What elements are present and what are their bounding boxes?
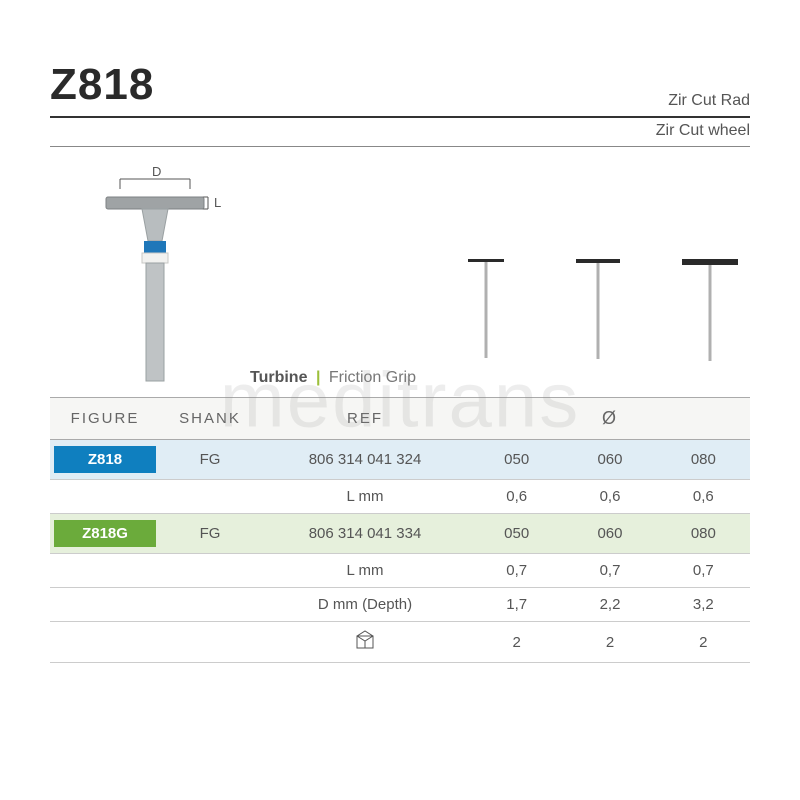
cell-value: 060 bbox=[563, 514, 656, 554]
cell-shank: FG bbox=[160, 440, 260, 480]
cell-value: 2,2 bbox=[563, 588, 656, 622]
spec-table: FIGURE SHANK REF Ø Z818FG806 314 041 324… bbox=[50, 397, 750, 663]
cell-shank bbox=[160, 480, 260, 514]
size-icon-svg bbox=[468, 259, 504, 358]
cell-value: 3,2 bbox=[657, 588, 750, 622]
header-row-2: Zir Cut wheel bbox=[50, 118, 750, 147]
size-icon bbox=[568, 259, 628, 361]
cell-value: 060 bbox=[563, 440, 656, 480]
cell-value: 1,7 bbox=[470, 588, 563, 622]
cell-value: 2 bbox=[563, 622, 656, 663]
table-row: 222 bbox=[50, 622, 750, 663]
turbine-label: Turbine | Friction Grip bbox=[250, 369, 416, 387]
table-row: L mm0,60,60,6 bbox=[50, 480, 750, 514]
cell-value: 080 bbox=[657, 514, 750, 554]
cell-shank bbox=[160, 588, 260, 622]
cell-value: 0,6 bbox=[657, 480, 750, 514]
bur-diagram: D L bbox=[80, 167, 250, 387]
cell-value: 050 bbox=[470, 440, 563, 480]
turbine-sep: | bbox=[312, 369, 324, 386]
cell-figure bbox=[50, 622, 160, 663]
cell-value: 050 bbox=[470, 514, 563, 554]
cell-figure bbox=[50, 588, 160, 622]
cell-ref: L mm bbox=[260, 480, 470, 514]
cell-figure bbox=[50, 480, 160, 514]
cell-value: 0,7 bbox=[470, 554, 563, 588]
cell-ref: D mm (Depth) bbox=[260, 588, 470, 622]
col-figure: FIGURE bbox=[50, 398, 160, 440]
cell-value: 0,6 bbox=[563, 480, 656, 514]
cell-value: 0,6 bbox=[470, 480, 563, 514]
package-icon bbox=[354, 630, 376, 654]
header-row: Z818 Zir Cut Rad bbox=[50, 60, 750, 118]
turbine-text: Friction Grip bbox=[329, 369, 416, 386]
cell-figure: Z818G bbox=[50, 514, 160, 554]
size-icons bbox=[456, 259, 750, 361]
size-icon bbox=[680, 259, 740, 361]
cell-ref bbox=[260, 622, 470, 663]
table-row: L mm0,70,70,7 bbox=[50, 554, 750, 588]
figure-badge: Z818 bbox=[54, 446, 156, 473]
figure-badge: Z818G bbox=[54, 520, 156, 547]
cell-ref: L mm bbox=[260, 554, 470, 588]
l-label: L bbox=[214, 195, 221, 210]
cell-shank: FG bbox=[160, 514, 260, 554]
col-ref: REF bbox=[260, 398, 470, 440]
page-title: Z818 bbox=[50, 60, 154, 110]
col-diameter: Ø bbox=[470, 398, 750, 440]
size-icon-svg bbox=[576, 259, 620, 359]
cell-shank bbox=[160, 554, 260, 588]
cell-ref: 806 314 041 324 bbox=[260, 440, 470, 480]
col-shank: SHANK bbox=[160, 398, 260, 440]
table-row: D mm (Depth)1,72,23,2 bbox=[50, 588, 750, 622]
size-icon-svg bbox=[682, 259, 738, 361]
d-label: D bbox=[152, 167, 161, 179]
table-body: Z818FG806 314 041 324050060080L mm0,60,6… bbox=[50, 440, 750, 663]
size-icon bbox=[456, 259, 516, 361]
subtitle-2: Zir Cut wheel bbox=[656, 122, 750, 140]
cell-value: 0,7 bbox=[563, 554, 656, 588]
cell-shank bbox=[160, 622, 260, 663]
diagram-area: D L Turbine | Friction Grip bbox=[50, 167, 750, 397]
turbine-bold: Turbine bbox=[250, 369, 307, 386]
cell-value: 2 bbox=[470, 622, 563, 663]
subtitle-block: Zir Cut Rad bbox=[668, 92, 750, 110]
cell-figure bbox=[50, 554, 160, 588]
cell-value: 0,7 bbox=[657, 554, 750, 588]
subtitle-1: Zir Cut Rad bbox=[668, 92, 750, 110]
cell-value: 080 bbox=[657, 440, 750, 480]
cell-value: 2 bbox=[657, 622, 750, 663]
cell-figure: Z818 bbox=[50, 440, 160, 480]
table-row: Z818GFG806 314 041 334050060080 bbox=[50, 514, 750, 554]
cell-ref: 806 314 041 334 bbox=[260, 514, 470, 554]
table-row: Z818FG806 314 041 324050060080 bbox=[50, 440, 750, 480]
table-header-row: FIGURE SHANK REF Ø bbox=[50, 398, 750, 440]
